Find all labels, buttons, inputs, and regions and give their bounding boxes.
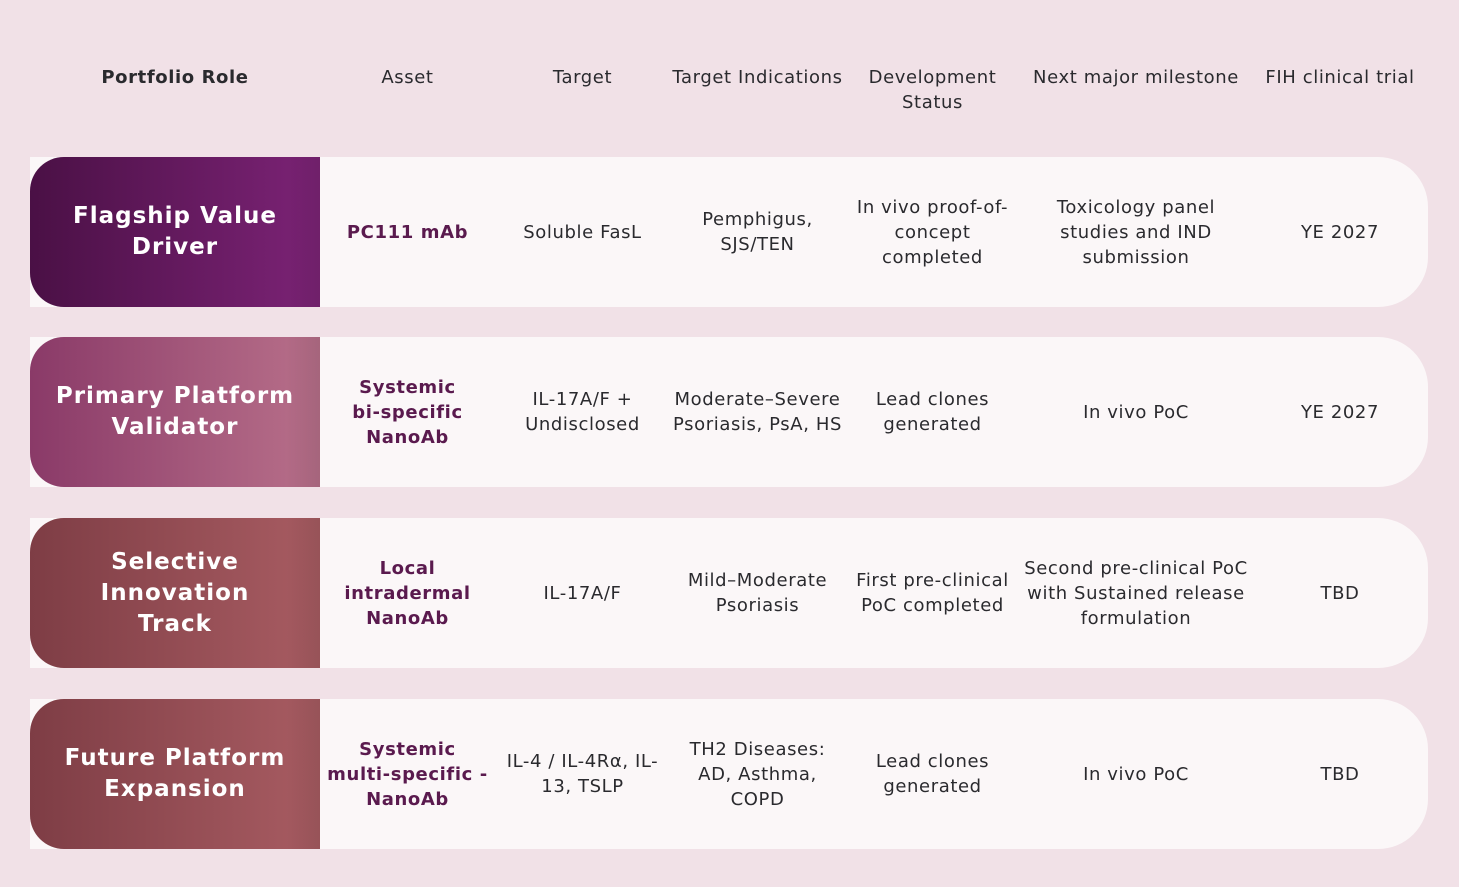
- table-row: Flagship Value Driver PC111 mAb Soluble …: [30, 157, 1428, 307]
- role-label: Future Platform Expansion: [30, 699, 320, 849]
- table-header: Portfolio Role Asset Target Target Indic…: [0, 65, 1459, 125]
- header-fih-trial: FIH clinical trial: [1265, 67, 1415, 88]
- asset-cell: Local intradermal NanoAb: [344, 557, 471, 629]
- indications-cell: TH2 Diseases: AD, Asthma, COPD: [689, 738, 826, 810]
- indications-cell: Moderate–Severe Psoriasis, PsA, HS: [673, 389, 842, 435]
- milestone-cell: In vivo PoC: [1083, 401, 1189, 423]
- status-cell: Lead clones generated: [875, 389, 990, 435]
- role-label: Selective Innovation Track: [30, 518, 320, 668]
- asset-cell: Systemic bi-specific NanoAb: [352, 376, 463, 448]
- asset-cell: Systemic multi-specific - NanoAb: [327, 738, 488, 810]
- milestone-cell: Second pre-clinical PoC with Sustained r…: [1024, 557, 1248, 629]
- role-label: Flagship Value Driver: [30, 157, 320, 307]
- header-target-indications: Target Indications: [672, 67, 843, 88]
- fih-cell: YE 2027: [1300, 221, 1380, 243]
- milestone-cell: Toxicology panel studies and IND submiss…: [1056, 196, 1216, 268]
- header-development-status: Development Status: [868, 67, 997, 113]
- target-cell: IL-17A/F: [543, 582, 622, 604]
- header-target: Target: [552, 67, 613, 88]
- status-cell: In vivo proof-of- concept completed: [856, 196, 1009, 268]
- fih-cell: YE 2027: [1300, 401, 1380, 423]
- fih-cell: TBD: [1320, 582, 1360, 604]
- target-cell: IL-17A/F + Undisclosed: [525, 389, 640, 435]
- indications-cell: Pemphigus, SJS/TEN: [702, 209, 813, 255]
- header-next-milestone: Next major milestone: [1033, 67, 1239, 88]
- table-row: Primary Platform Validator Systemic bi-s…: [30, 337, 1428, 487]
- role-label: Primary Platform Validator: [30, 337, 320, 487]
- status-cell: Lead clones generated: [875, 751, 990, 797]
- target-cell: Soluble FasL: [523, 221, 642, 243]
- indications-cell: Mild–Moderate Psoriasis: [687, 570, 828, 616]
- asset-cell: PC111 mAb: [346, 221, 469, 243]
- table-row: Selective Innovation Track Local intrade…: [30, 518, 1428, 668]
- fih-cell: TBD: [1320, 763, 1360, 785]
- target-cell: IL-4 / IL-4Rα, IL- 13, TSLP: [506, 751, 659, 797]
- status-cell: First pre-clinical PoC completed: [856, 570, 1009, 616]
- milestone-cell: In vivo PoC: [1083, 763, 1189, 785]
- header-portfolio-role: Portfolio Role: [101, 67, 249, 88]
- table-row: Future Platform Expansion Systemic multi…: [30, 699, 1428, 849]
- header-asset: Asset: [381, 67, 434, 88]
